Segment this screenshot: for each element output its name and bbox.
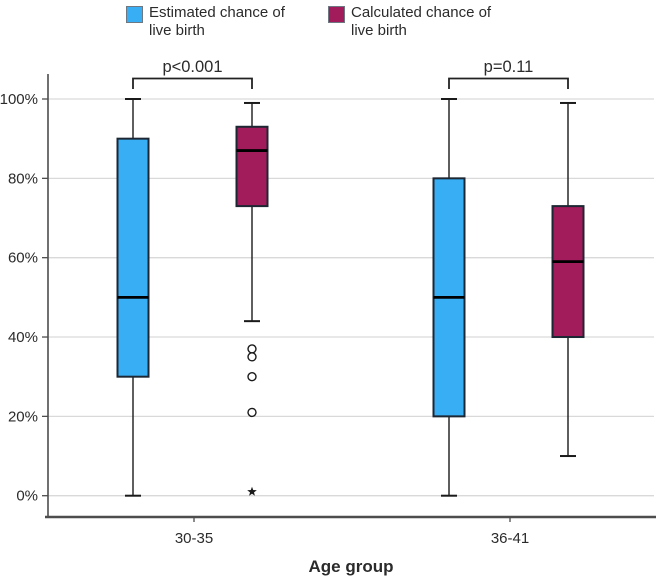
pvalue-label-36-41: p=0.11 [484, 58, 534, 76]
box-estimated-30-35 [116, 137, 150, 378]
pvalue-label-30-35: p<0.001 [162, 58, 222, 76]
legend-item-estimated: Estimated chance of live birth [126, 4, 285, 40]
outlier-point-calculated-30-35-3 [247, 407, 257, 418]
box-calculated-36-41 [551, 205, 585, 339]
x-axis-title: Age group [309, 557, 394, 576]
legend-label-calculated: Calculated chance of live birth [351, 4, 492, 39]
legend-swatch-estimated-icon [126, 6, 143, 23]
y-tick-label-100: 100% [0, 91, 38, 108]
pvalue-bracket-30-35 [132, 77, 253, 89]
box-calculated-30-35 [235, 125, 269, 208]
y-tick-label-80: 80% [8, 170, 38, 187]
x-tick-label-30-35: 30-35 [175, 530, 213, 547]
y-tick-label-60: 60% [8, 250, 38, 267]
x-tick-label-36-41: 36-41 [491, 530, 529, 547]
y-tick-label-0: 0% [16, 488, 38, 505]
extreme-point-calculated-30-35-0 [247, 486, 257, 496]
pvalue-bracket-36-41 [448, 77, 569, 89]
legend-swatch-calculated-icon [328, 6, 345, 23]
outlier-point-calculated-30-35-2 [247, 371, 257, 382]
legend-label-estimated: Estimated chance of live birth [149, 4, 285, 39]
y-tick-label-40: 40% [8, 329, 38, 346]
legend-item-calculated: Calculated chance of live birth [328, 4, 491, 40]
legend: Estimated chance of live birth Calculate… [0, 0, 660, 46]
outlier-point-calculated-30-35-1 [247, 352, 257, 362]
outlier-point-calculated-30-35-0 [247, 344, 257, 354]
y-tick-label-20: 20% [8, 408, 38, 425]
